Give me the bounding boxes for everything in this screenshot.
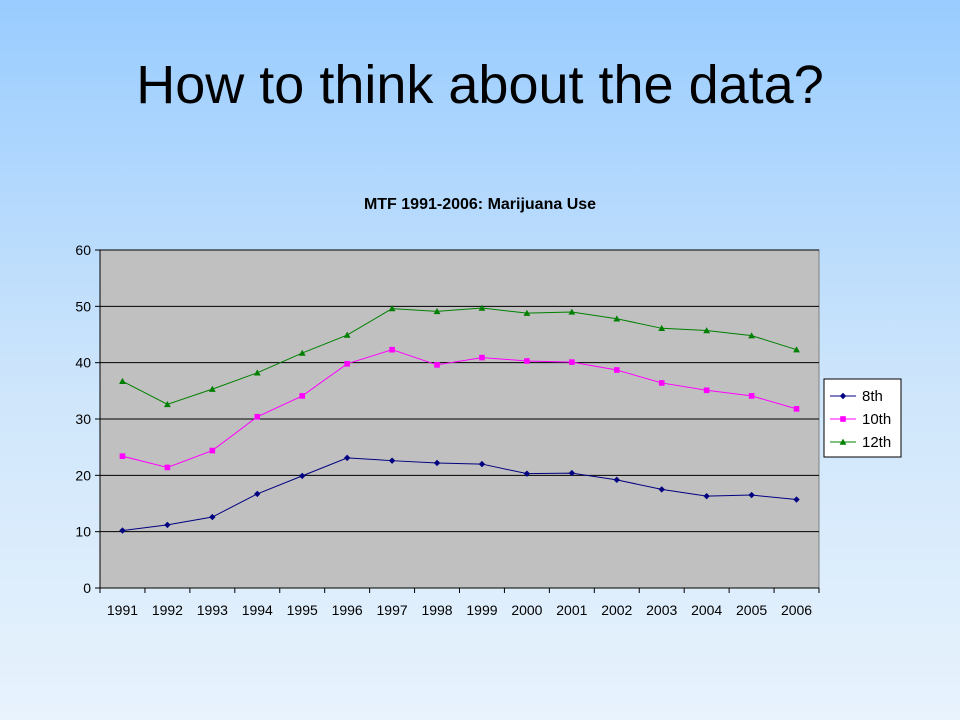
data-point-12th (388, 305, 396, 312)
data-point-8th (209, 513, 216, 521)
x-tick-label: 1999 (466, 602, 497, 618)
series-10th (119, 346, 800, 471)
gridlines (100, 249, 819, 533)
data-point-8th (343, 454, 351, 462)
series-line-10th (122, 349, 797, 468)
data-point-8th (433, 459, 441, 467)
y-tick-label: 60 (75, 242, 91, 258)
legend-marker-8th (839, 392, 847, 400)
data-point-8th (119, 527, 126, 534)
legend-box (823, 378, 902, 458)
data-point-8th (658, 486, 665, 493)
x-tick-label: 1994 (242, 602, 273, 618)
data-point-12th (208, 385, 216, 392)
series-layer (119, 304, 800, 534)
y-tick-label: 10 (75, 524, 91, 540)
data-point-10th (703, 387, 710, 394)
x-tick-label: 1998 (421, 602, 452, 618)
x-tick-label: 2004 (691, 602, 722, 618)
legend-label-12th: 12th (862, 434, 891, 451)
data-point-10th (254, 413, 261, 420)
data-point-10th (209, 447, 216, 454)
data-point-8th (254, 490, 261, 498)
data-point-12th (164, 400, 171, 408)
legend: 8th 10th 12th (823, 378, 902, 458)
x-tick-label: 1992 (152, 602, 183, 618)
x-tick-label: 2005 (736, 602, 767, 618)
data-point-10th (748, 393, 755, 399)
x-tick-label: 1991 (107, 602, 138, 618)
data-point-12th (568, 308, 576, 315)
x-tick-label: 1995 (287, 602, 318, 618)
data-point-8th (703, 492, 710, 500)
data-point-10th (164, 464, 171, 471)
y-tick-label: 20 (75, 467, 91, 483)
x-tick-label: 2006 (781, 602, 812, 618)
data-point-12th (793, 346, 800, 353)
data-point-10th (658, 380, 665, 386)
data-point-12th (613, 315, 621, 322)
y-tick-label: 0 (83, 580, 91, 596)
data-point-8th (388, 457, 396, 464)
data-point-12th (119, 377, 126, 384)
data-point-12th (478, 304, 486, 311)
data-point-12th (658, 324, 666, 332)
x-tick-label: 2002 (601, 602, 632, 618)
data-point-10th (299, 393, 306, 399)
y-tick-label: 40 (75, 355, 91, 371)
data-point-10th (569, 359, 575, 365)
data-point-12th (433, 308, 441, 315)
data-point-10th (119, 453, 126, 459)
data-point-12th (748, 332, 755, 339)
data-point-8th (478, 460, 486, 468)
data-point-8th (613, 476, 620, 484)
x-tick-label: 2001 (556, 602, 587, 618)
data-point-12th (298, 349, 306, 356)
chart-title: MTF 1991-2006: Marijuana Use (364, 196, 596, 213)
y-tick-label: 50 (75, 298, 91, 314)
data-point-8th (299, 472, 306, 480)
slide-title: How to think about the data? (136, 55, 824, 115)
data-point-8th (164, 521, 171, 529)
legend-marker-12th (839, 438, 847, 445)
data-point-12th (703, 327, 711, 334)
data-point-8th (793, 496, 800, 503)
data-point-12th (253, 369, 261, 376)
data-point-8th (523, 470, 531, 477)
data-point-12th (523, 309, 531, 316)
data-point-12th (343, 331, 351, 338)
data-point-10th (344, 360, 350, 367)
series-8th (119, 454, 800, 534)
legend-marker-10th (840, 416, 846, 422)
axes: 0 10 20 30 40 50 60 1991 1992 1993 1994 1995 1996 199… (75, 242, 820, 618)
x-tick-label: 1993 (197, 602, 228, 618)
data-point-8th (748, 491, 755, 499)
data-point-8th (568, 469, 576, 477)
y-tick-label: 30 (75, 411, 91, 427)
legend-label-10th: 10th (862, 411, 891, 428)
series-12th (119, 304, 800, 408)
data-point-10th (613, 367, 620, 373)
legend-label-8th: 8th (862, 388, 883, 405)
data-point-10th (793, 406, 800, 412)
data-point-10th (479, 354, 485, 361)
data-point-10th (434, 362, 440, 368)
x-tick-label: 1996 (332, 602, 363, 618)
series-line-8th (122, 457, 797, 532)
x-tick-label: 1997 (377, 602, 408, 618)
x-tick-label: 2000 (511, 602, 542, 618)
series-line-12th (122, 307, 797, 405)
data-point-10th (389, 346, 395, 353)
data-point-10th (524, 358, 530, 364)
x-tick-label: 2003 (646, 602, 677, 618)
